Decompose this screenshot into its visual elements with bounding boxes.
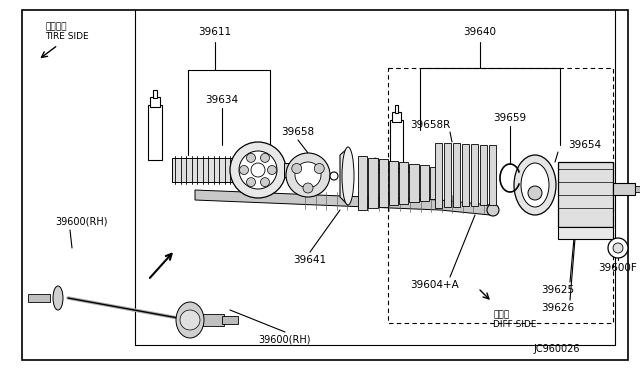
Bar xyxy=(399,162,408,204)
Bar xyxy=(358,156,367,210)
Circle shape xyxy=(246,177,255,187)
Text: 39625: 39625 xyxy=(541,285,575,295)
Bar xyxy=(419,166,429,201)
Circle shape xyxy=(251,163,265,177)
Text: 39654: 39654 xyxy=(568,140,601,150)
Text: DIFF SIDE: DIFF SIDE xyxy=(493,320,536,329)
Text: 39604+A: 39604+A xyxy=(411,280,460,290)
Text: TIRE SIDE: TIRE SIDE xyxy=(45,32,88,41)
Ellipse shape xyxy=(514,155,556,215)
Text: 39626: 39626 xyxy=(541,303,575,313)
Bar xyxy=(153,90,157,98)
Ellipse shape xyxy=(53,286,63,310)
Circle shape xyxy=(286,153,330,197)
Circle shape xyxy=(260,177,269,187)
Text: 39641: 39641 xyxy=(293,255,326,265)
Bar xyxy=(613,183,635,195)
Bar xyxy=(444,143,451,207)
Circle shape xyxy=(260,153,269,162)
Bar xyxy=(28,294,50,302)
Bar xyxy=(148,105,162,160)
Ellipse shape xyxy=(342,147,354,205)
Circle shape xyxy=(303,183,313,193)
Bar xyxy=(435,142,442,208)
Bar xyxy=(462,144,469,206)
Bar xyxy=(395,105,398,113)
Text: 39658R: 39658R xyxy=(410,120,450,130)
Circle shape xyxy=(180,310,200,330)
Bar xyxy=(489,145,496,205)
Bar xyxy=(480,145,487,205)
Bar xyxy=(453,143,460,207)
Ellipse shape xyxy=(521,163,549,207)
Circle shape xyxy=(613,243,623,253)
Bar xyxy=(388,161,398,205)
Bar xyxy=(172,158,245,182)
Polygon shape xyxy=(195,190,490,215)
Bar xyxy=(378,159,388,207)
Circle shape xyxy=(239,151,277,189)
Bar xyxy=(558,162,613,227)
Circle shape xyxy=(608,238,628,258)
Text: デフ側: デフ側 xyxy=(493,310,509,319)
Bar xyxy=(202,314,224,326)
Text: 39658R: 39658R xyxy=(370,165,410,175)
Circle shape xyxy=(239,166,248,174)
Circle shape xyxy=(268,166,276,174)
Bar xyxy=(284,163,304,177)
Bar xyxy=(429,167,439,199)
Bar xyxy=(471,144,478,206)
Circle shape xyxy=(295,162,321,188)
Bar xyxy=(388,68,613,323)
Text: 39658: 39658 xyxy=(282,127,315,137)
Circle shape xyxy=(246,153,255,162)
Circle shape xyxy=(528,186,542,200)
Text: 39659: 39659 xyxy=(493,113,527,123)
Circle shape xyxy=(314,164,324,173)
Text: JC960026: JC960026 xyxy=(534,344,580,354)
Bar xyxy=(390,120,403,168)
Bar xyxy=(150,97,160,107)
Text: 39600(RH): 39600(RH) xyxy=(55,217,108,227)
Polygon shape xyxy=(340,148,348,205)
Bar xyxy=(558,227,613,239)
Bar xyxy=(222,316,238,324)
Text: タイヤ側: タイヤ側 xyxy=(45,22,67,31)
Text: 39600(RH): 39600(RH) xyxy=(259,335,311,345)
Circle shape xyxy=(330,172,338,180)
Text: 39600F: 39600F xyxy=(598,263,637,273)
Bar xyxy=(409,164,419,202)
Text: 39634: 39634 xyxy=(205,95,239,105)
Ellipse shape xyxy=(176,302,204,338)
Bar xyxy=(635,186,640,192)
Text: 39611: 39611 xyxy=(198,27,232,37)
Bar xyxy=(392,112,401,122)
Circle shape xyxy=(230,142,286,198)
Circle shape xyxy=(292,164,301,173)
Circle shape xyxy=(487,204,499,216)
Text: 39640: 39640 xyxy=(463,27,497,37)
Bar xyxy=(368,158,378,208)
